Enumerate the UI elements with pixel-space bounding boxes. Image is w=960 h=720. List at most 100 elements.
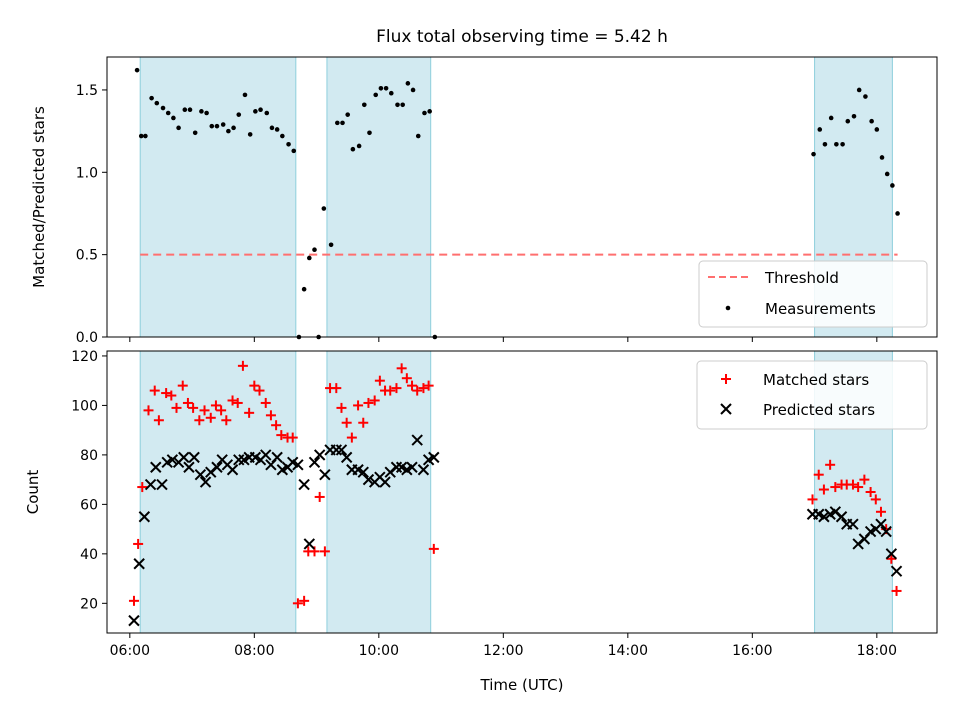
time-xlabel: Time (UTC) xyxy=(480,676,564,694)
predicted-star-point xyxy=(260,449,272,461)
matched-star-point xyxy=(287,432,298,443)
measurement-point xyxy=(247,132,253,137)
measurement-point xyxy=(811,151,816,157)
measurement-point xyxy=(335,120,340,126)
count-axes: 20 40 60 80 100 120 06:00 08:00 10:00 12:00 14:00 1… xyxy=(24,349,938,694)
matched-star-point xyxy=(182,397,193,408)
measurement-point xyxy=(192,130,198,136)
measurement-point xyxy=(242,92,248,98)
predicted-stars-points xyxy=(128,434,903,627)
predicted-star-point xyxy=(835,511,848,523)
matched-star-point xyxy=(276,430,287,441)
matched-star-point xyxy=(346,432,357,443)
measurement-point xyxy=(362,102,367,108)
measurement-point xyxy=(340,120,345,126)
matched-star-point xyxy=(249,380,260,391)
predicted-star-point xyxy=(271,451,283,464)
legend-predicted-swatch xyxy=(720,403,732,415)
predicted-star-point xyxy=(128,614,140,627)
time-xtick-label: 16:00 xyxy=(732,643,772,659)
ratio-legend: Threshold Measurements xyxy=(698,260,928,328)
matched-star-point xyxy=(341,417,352,428)
matched-star-point xyxy=(166,390,177,401)
matched-star-point xyxy=(830,482,841,493)
matched-star-point xyxy=(194,415,205,426)
count-ytick-label: 40 xyxy=(80,547,98,563)
measurement-point xyxy=(274,127,280,132)
predicted-star-point xyxy=(411,434,423,446)
measurement-point xyxy=(345,112,351,117)
predicted-star-point xyxy=(406,461,418,473)
predicted-star-point xyxy=(150,461,162,473)
ratio-axes-frame xyxy=(106,56,938,338)
count-ytick-label: 100 xyxy=(71,398,98,414)
measurement-point xyxy=(143,133,148,139)
predicted-star-point xyxy=(417,464,430,476)
ratio-ylabel: Matched/Predicted stars xyxy=(30,106,48,288)
predicted-star-point xyxy=(183,461,195,473)
matched-star-point xyxy=(847,479,858,490)
matched-star-point xyxy=(177,380,188,391)
legend-measurements-label: Measurements xyxy=(765,300,876,318)
measurement-point xyxy=(312,247,317,253)
matched-star-point xyxy=(886,553,897,564)
matched-star-point xyxy=(128,595,139,606)
predicted-star-point xyxy=(880,525,892,538)
count-legend-box xyxy=(696,360,928,430)
measurement-point xyxy=(879,155,885,160)
chart-title: Flux total observing time = 5.42 h xyxy=(376,27,668,47)
matched-star-point xyxy=(149,385,160,396)
predicted-star-point xyxy=(156,478,168,491)
ratio-axes: 0.0 0.5 1.0 1.5 Matched/Predicted stars Thr… xyxy=(30,56,938,346)
matched-star-point xyxy=(133,538,144,549)
matched-star-point xyxy=(221,415,232,426)
matched-star-point xyxy=(818,484,829,495)
measurement-point xyxy=(182,107,188,113)
matched-star-point xyxy=(292,598,303,609)
measurement-point xyxy=(863,94,868,99)
measurement-point xyxy=(845,118,851,124)
count-ylabel: Count xyxy=(24,470,42,515)
measurement-point xyxy=(851,113,857,119)
measurement-points xyxy=(134,67,900,340)
matched-star-point xyxy=(369,395,380,406)
measurement-point xyxy=(383,85,389,91)
predicted-star-point xyxy=(885,548,898,560)
measurement-point xyxy=(321,206,327,211)
ratio-window-2 xyxy=(326,56,432,338)
matched-star-point xyxy=(232,397,243,408)
predicted-star-point xyxy=(199,476,212,488)
matched-star-point xyxy=(153,415,164,426)
count-legend: Matched stars Predicted stars xyxy=(696,360,928,430)
measurement-point xyxy=(410,87,416,93)
measurement-point xyxy=(822,141,828,147)
measurement-point xyxy=(165,110,171,116)
legend-matched-marker xyxy=(721,374,731,384)
matched-star-point xyxy=(244,407,255,418)
matched-star-point xyxy=(807,494,818,505)
measurement-point xyxy=(350,146,356,152)
matched-star-point xyxy=(813,469,824,480)
matched-star-point xyxy=(205,412,216,423)
predicted-star-point xyxy=(330,444,342,456)
predicted-star-point xyxy=(390,461,403,473)
measurement-point xyxy=(171,115,176,121)
measurement-point xyxy=(301,286,307,292)
count-ytick-label: 60 xyxy=(80,497,98,513)
count-window-2 xyxy=(326,350,432,634)
predicted-star-point xyxy=(138,511,151,523)
predicted-star-point xyxy=(818,511,830,523)
measurement-point xyxy=(291,148,297,154)
measurement-point xyxy=(328,242,334,248)
count-ytick-label: 20 xyxy=(80,596,98,612)
measurement-point xyxy=(874,127,880,132)
matched-star-point xyxy=(853,482,864,493)
measurement-point xyxy=(264,110,270,116)
measurement-point xyxy=(869,118,874,124)
predicted-star-point xyxy=(335,444,348,456)
matched-star-point xyxy=(137,482,148,493)
matched-stars-points xyxy=(128,360,902,609)
measurement-point xyxy=(154,100,160,106)
matched-star-point xyxy=(423,380,434,391)
